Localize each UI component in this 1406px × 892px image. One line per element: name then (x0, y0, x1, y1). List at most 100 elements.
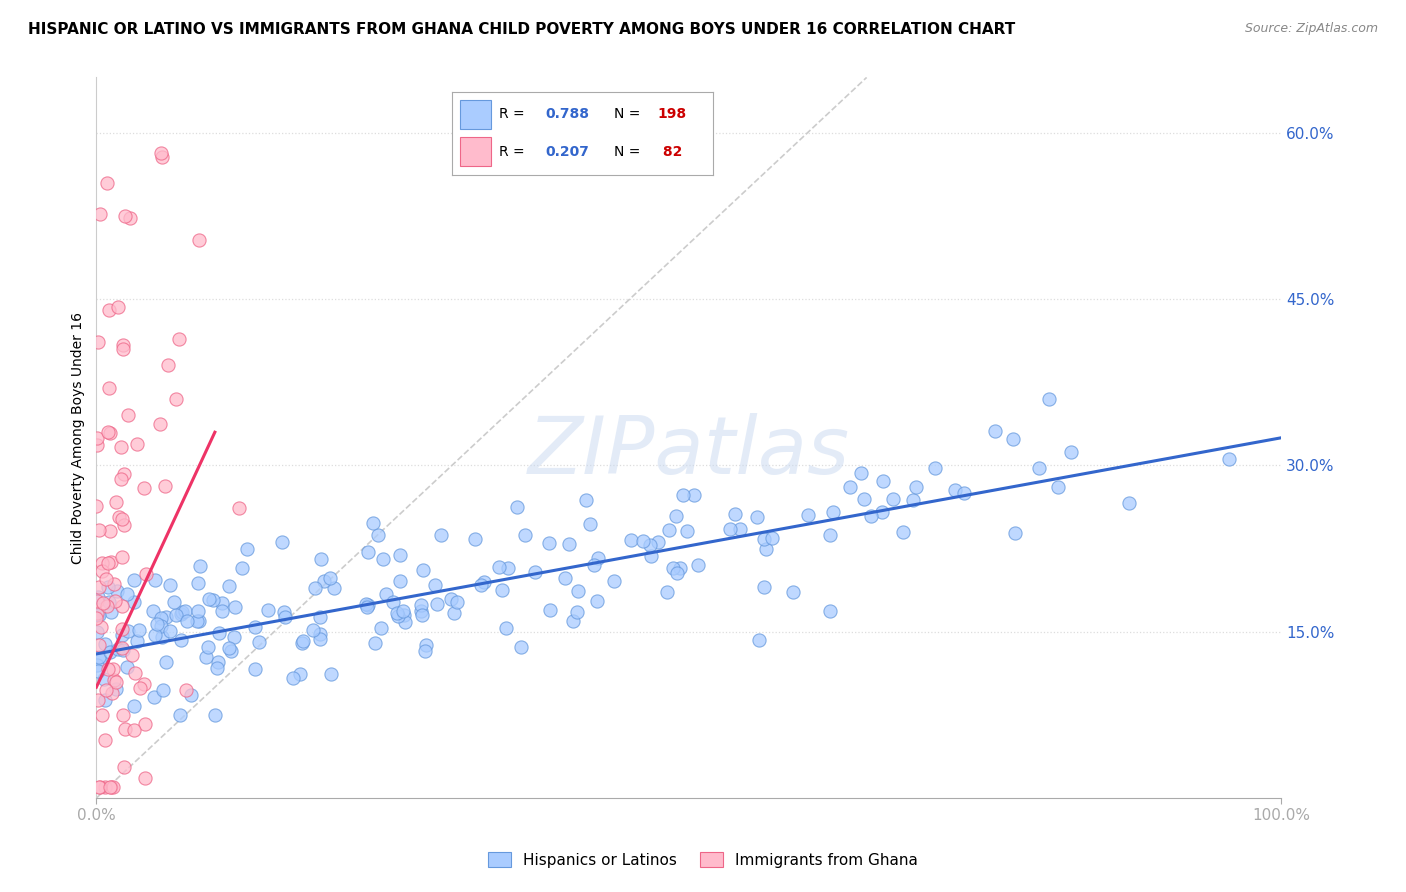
Point (97, 381, 120, 395)
Point (491, 582, 513, 597)
Point (122, 595, 145, 609)
Point (565, 605, 588, 619)
Point (105, 495, 128, 509)
Point (94, 682, 117, 697)
Point (86, 692, 108, 706)
Point (524, 565, 547, 579)
Point (122, 573, 145, 587)
Point (657, 584, 679, 599)
Point (782, 585, 804, 599)
Point (186, 614, 208, 628)
Point (86, 499, 108, 513)
Point (98, 595, 121, 609)
Point (688, 558, 710, 573)
Point (134, 771, 156, 785)
Y-axis label: Child Poverty Among Boys Under 16: Child Poverty Among Boys Under 16 (72, 311, 86, 564)
Point (575, 492, 598, 507)
Point (409, 605, 432, 619)
Point (149, 417, 172, 431)
Point (506, 500, 529, 514)
Point (150, 150, 173, 164)
Point (290, 667, 312, 681)
Point (125, 436, 148, 450)
Point (91, 596, 114, 610)
Point (281, 671, 304, 685)
Point (567, 583, 589, 598)
Point (953, 485, 976, 500)
Point (112, 760, 135, 774)
Point (135, 567, 157, 582)
Point (111, 338, 134, 352)
Point (752, 580, 775, 594)
Point (94, 732, 117, 747)
Point (761, 531, 783, 545)
Point (852, 492, 875, 507)
Point (117, 408, 139, 422)
Point (1060, 445, 1083, 459)
Point (620, 533, 643, 547)
Point (159, 578, 181, 592)
Point (134, 481, 156, 495)
Point (122, 723, 145, 737)
Point (152, 682, 174, 697)
Point (755, 541, 778, 556)
Point (413, 644, 436, 658)
Point (128, 681, 150, 696)
Point (356, 600, 378, 615)
Point (157, 358, 180, 372)
Point (169, 708, 191, 723)
Point (387, 609, 409, 624)
Point (724, 508, 747, 522)
Point (142, 604, 165, 618)
Point (672, 488, 695, 502)
Point (231, 561, 253, 575)
Point (411, 598, 433, 612)
Point (169, 333, 191, 347)
Point (165, 392, 187, 407)
Point (111, 628, 134, 642)
Point (513, 528, 536, 542)
Point (87, 780, 110, 794)
Point (115, 659, 138, 673)
Point (388, 574, 411, 589)
Point (1004, 526, 1026, 541)
Point (105, 675, 128, 690)
Point (446, 595, 468, 609)
Point (87, 591, 110, 605)
Point (100, 780, 122, 794)
Point (291, 635, 314, 649)
Point (187, 615, 209, 629)
Point (107, 301, 129, 315)
Point (97, 662, 120, 676)
Point (538, 603, 561, 617)
Point (579, 516, 602, 531)
Point (122, 699, 145, 714)
Point (495, 621, 517, 635)
Point (103, 673, 125, 687)
Point (236, 541, 259, 556)
Point (218, 641, 240, 656)
Point (86, 431, 108, 445)
Point (392, 604, 415, 618)
Point (430, 527, 453, 541)
Point (538, 535, 561, 549)
Point (155, 655, 177, 669)
Point (602, 574, 624, 588)
Point (728, 522, 751, 536)
Point (983, 424, 1005, 438)
Point (205, 661, 228, 675)
Point (319, 666, 342, 681)
Point (631, 534, 654, 549)
Point (319, 571, 342, 585)
Point (105, 584, 128, 599)
Point (1218, 452, 1240, 467)
Point (271, 535, 294, 549)
Point (718, 521, 741, 535)
Point (470, 578, 492, 592)
Point (153, 479, 176, 493)
Point (488, 560, 510, 574)
Point (117, 587, 139, 601)
Point (93, 693, 115, 707)
Point (90, 556, 112, 570)
Point (101, 780, 124, 794)
